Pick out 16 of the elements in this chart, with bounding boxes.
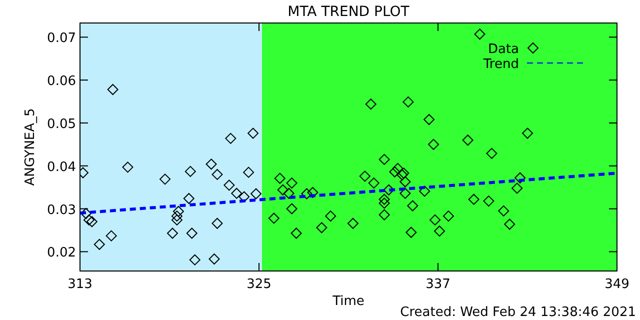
x-tick-label: 313 bbox=[68, 277, 92, 292]
y-tick-label: 0.03 bbox=[47, 202, 76, 218]
y-tick-label: 0.07 bbox=[47, 31, 76, 46]
y-tick-label: 0.02 bbox=[47, 246, 76, 261]
text: Created: Wed Feb 24 13:38:46 2021 bbox=[400, 305, 636, 320]
y-tick-label: 0.04 bbox=[47, 160, 76, 175]
legend-label: Data bbox=[488, 42, 519, 57]
y-tick-label: 0.06 bbox=[47, 74, 76, 90]
x-axis-title: Time bbox=[332, 294, 364, 309]
chart-title: MTA TREND PLOT bbox=[288, 4, 410, 20]
y-axis-title: ANGYNEA_5 bbox=[23, 108, 38, 186]
legend-label: Trend bbox=[482, 57, 519, 72]
x-tick-label: 349 bbox=[604, 277, 630, 292]
x-tick-label: 325 bbox=[246, 277, 272, 292]
y-tick-label: 0.05 bbox=[47, 116, 76, 132]
x-tick-label: 337 bbox=[426, 277, 450, 292]
